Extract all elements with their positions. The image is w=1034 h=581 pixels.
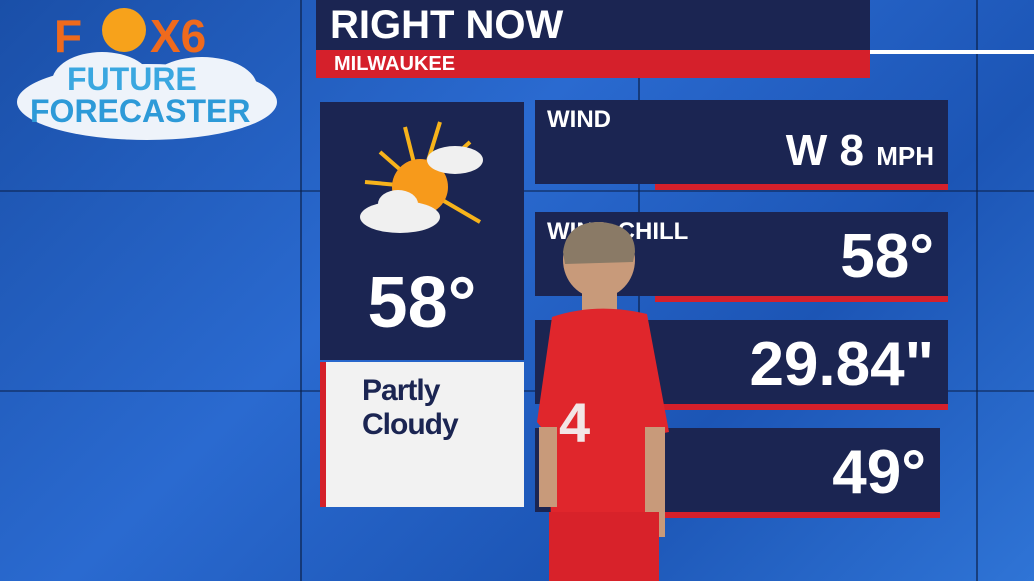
condition-line: Cloudy	[362, 408, 459, 441]
fox6-future-forecaster-logo: F X6 FUTURE FORECASTER	[17, 8, 277, 140]
underline	[655, 404, 948, 410]
svg-text:X6: X6	[150, 10, 206, 62]
dew-point-value: 49°	[832, 438, 926, 507]
wind-chill-value: 58°	[840, 222, 934, 291]
pressure-value: 29.84"	[749, 330, 934, 399]
current-temperature: 58°	[367, 263, 477, 343]
underline	[655, 512, 940, 518]
underline	[655, 296, 948, 302]
wind-label: WIND	[547, 106, 611, 133]
child-presenter: 4	[537, 222, 669, 581]
condition-text: Partly Cloudy	[320, 362, 524, 507]
location-label: MILWAUKEE	[316, 50, 870, 78]
divider	[870, 50, 1034, 54]
svg-text:F: F	[54, 10, 82, 62]
condition-line: Partly	[362, 374, 440, 407]
underline	[655, 184, 948, 190]
wind-unit: MPH	[876, 141, 934, 171]
current-conditions-panel	[320, 102, 524, 360]
svg-text:FORECASTER: FORECASTER	[30, 93, 250, 129]
svg-text:FUTURE: FUTURE	[67, 61, 197, 97]
wind-row: WIND W 8 MPH	[535, 100, 948, 190]
wind-value: W 8	[785, 126, 864, 175]
svg-text:4: 4	[559, 391, 590, 454]
page-title: RIGHT NOW	[316, 0, 870, 50]
partly-cloudy-icon	[360, 121, 483, 233]
